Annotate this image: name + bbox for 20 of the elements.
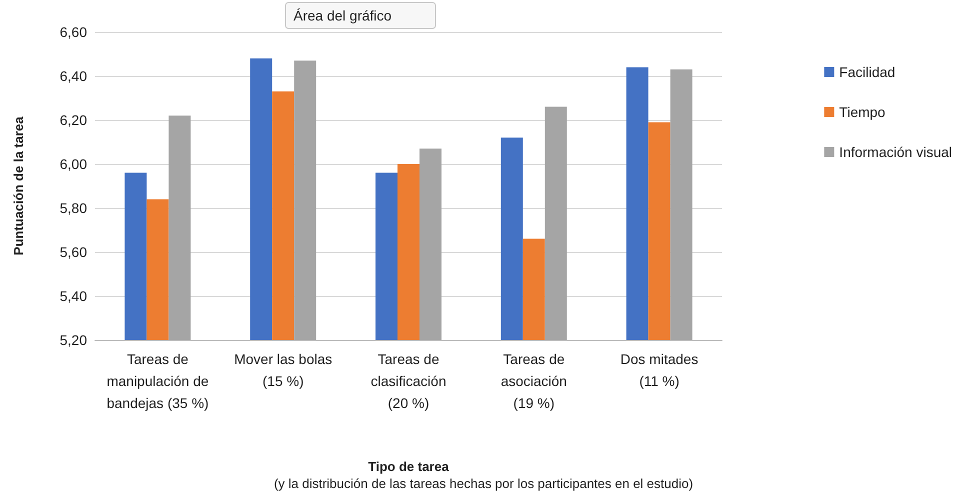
- x-axis-title: Tipo de tarea: [368, 459, 450, 474]
- x-tick-label: Tareas de clasificación (20 %): [370, 351, 446, 411]
- y-axis-title: Puntuación de la tarea: [11, 116, 26, 256]
- y-tick-label: 6,20: [60, 112, 88, 128]
- x-tick-label: Dos mitades (11 %): [620, 351, 698, 389]
- y-tick-label: 5,80: [60, 200, 88, 216]
- y-tick-label: 6,60: [60, 24, 88, 40]
- legend-label: Información visual: [839, 144, 952, 160]
- y-tick-label: 5,60: [60, 244, 88, 260]
- text: Área del gráfico: [294, 8, 392, 24]
- y-tick-label: 5,20: [60, 332, 88, 348]
- x-tick-label: Mover las bolas (15 %): [234, 351, 332, 389]
- y-tick-label: 5,40: [60, 288, 88, 304]
- y-tick-label: 6,00: [60, 156, 88, 172]
- x-tick-label: Tareas de asociación (19 %): [500, 351, 567, 411]
- text: (y la distribución de las tareas hechas por los participantes en el estudio): [274, 476, 694, 491]
- legend-label: Facilidad: [839, 64, 896, 80]
- y-tick-label: 6,40: [60, 68, 88, 84]
- legend-label: Tiempo: [839, 104, 886, 120]
- x-tick-label: Tareas de manipulación de bandejas (35 %): [106, 351, 209, 411]
